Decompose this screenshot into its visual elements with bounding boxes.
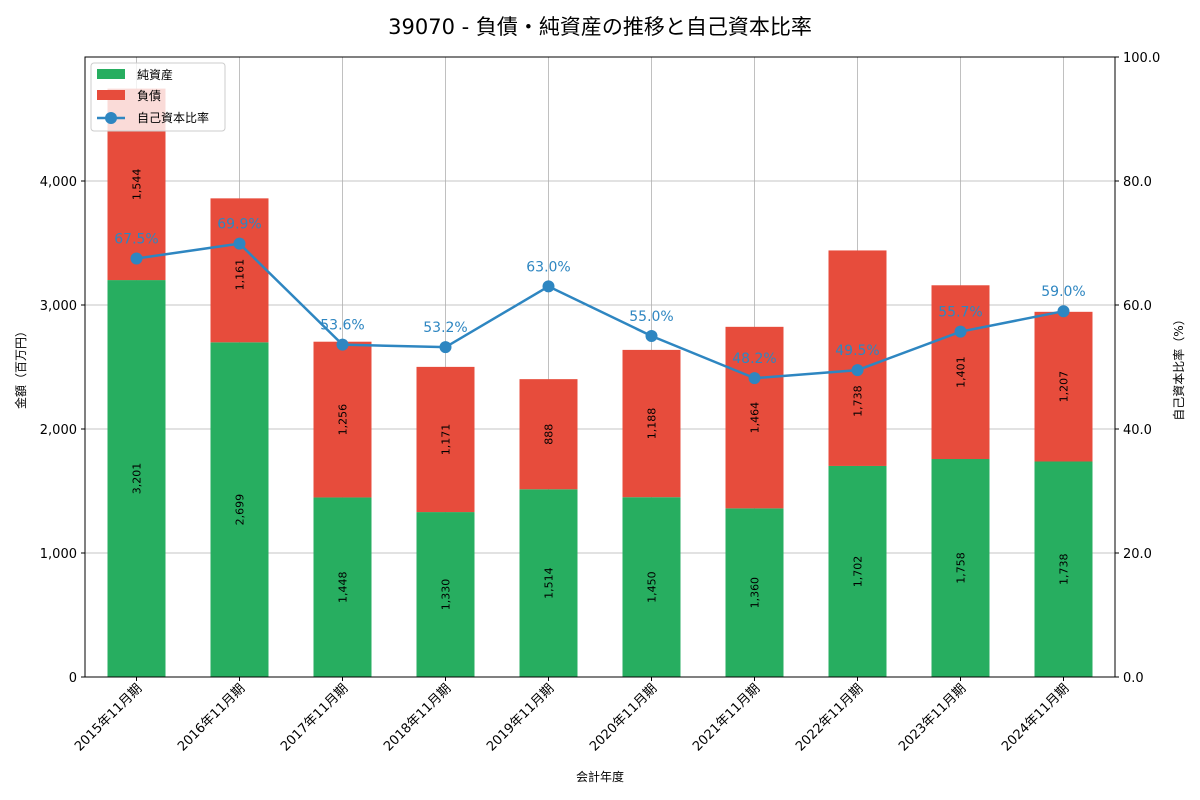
ratio-marker <box>233 237 246 250</box>
bar-label-net-assets: 2,699 <box>234 494 247 526</box>
bar-net-assets <box>1034 461 1093 677</box>
bar-label-net-assets: 3,201 <box>131 463 144 495</box>
bar-liabilities <box>828 250 887 466</box>
y2-tick-label: 20.0 <box>1123 547 1152 562</box>
bar-net-assets <box>313 497 372 677</box>
y2-tick-label: 80.0 <box>1123 175 1152 190</box>
x-tick-label: 2016年11月期 <box>175 681 248 754</box>
x-axis-label: 会計年度 <box>576 769 624 784</box>
bar-liabilities <box>622 349 681 498</box>
x-tick-label: 2020年11月期 <box>587 681 660 754</box>
bar-liabilities <box>725 326 784 509</box>
ratio-marker <box>645 330 658 342</box>
y-tick-label: 0 <box>69 671 77 686</box>
bar-label-liabilities: 1,544 <box>131 169 144 201</box>
legend-swatch-liabilities <box>97 90 125 100</box>
ratio-label: 53.2% <box>423 320 467 336</box>
bar-label-liabilities: 1,464 <box>749 402 762 434</box>
ratio-label: 55.0% <box>629 309 673 325</box>
x-tick-label: 2021年11月期 <box>690 681 763 754</box>
ratio-marker <box>1057 305 1070 318</box>
bar-net-assets <box>210 342 269 677</box>
legend-box <box>90 62 226 132</box>
bar-liabilities <box>313 341 372 498</box>
bar-label-net-assets: 1,702 <box>852 556 865 588</box>
bar-label-net-assets: 1,330 <box>440 579 453 611</box>
y2-tick-label: 60.0 <box>1123 299 1152 314</box>
ratio-marker <box>748 372 761 385</box>
x-tick-label: 2022年11月期 <box>793 681 866 754</box>
ratio-marker <box>954 325 967 338</box>
legend-marker-ratio <box>105 112 117 124</box>
bar-label-net-assets: 1,758 <box>955 552 968 584</box>
bar-label-liabilities: 1,401 <box>955 356 968 388</box>
bar-label-liabilities: 1,161 <box>234 259 247 291</box>
bar-label-net-assets: 1,360 <box>749 577 762 609</box>
y-tick-label: 1,000 <box>40 547 77 562</box>
x-tick-label: 2017年11月期 <box>278 681 351 754</box>
x-tick-label: 2019年11月期 <box>484 681 557 754</box>
ratio-label: 49.5% <box>835 343 879 359</box>
y2-tick-label: 40.0 <box>1123 423 1152 438</box>
bar-net-assets <box>828 465 887 677</box>
y-tick-label: 4,000 <box>40 175 77 190</box>
bar-label-liabilities: 1,188 <box>646 408 659 440</box>
bar-liabilities <box>931 285 990 460</box>
legend-label-net-assets: 純資産 <box>137 67 173 82</box>
plot-frame <box>84 56 1116 678</box>
ratio-label: 67.5% <box>114 232 158 248</box>
ratio-label: 63.0% <box>526 259 570 275</box>
legend-label-ratio: 自己資本比率 <box>137 110 209 125</box>
ratio-marker <box>130 252 143 265</box>
ratio-label: 59.0% <box>1041 284 1085 300</box>
ratio-label: 55.7% <box>938 305 982 321</box>
x-tick-label: 2018年11月期 <box>381 681 454 754</box>
bar-label-liabilities: 888 <box>543 424 556 445</box>
bar-liabilities <box>1034 311 1093 462</box>
legend-swatch-net-assets <box>97 69 125 79</box>
bar-net-assets <box>107 280 166 677</box>
y2-tick-label: 0.0 <box>1123 671 1144 686</box>
ratio-label: 53.6% <box>320 318 364 334</box>
bar-net-assets <box>725 508 784 677</box>
y2-tick-label: 100.0 <box>1123 51 1160 66</box>
bar-label-net-assets: 1,448 <box>337 571 350 603</box>
legend-label-liabilities: 負債 <box>137 88 161 103</box>
ratio-label: 69.9% <box>217 217 261 233</box>
ratio-line <box>136 242 1064 380</box>
bar-label-net-assets: 1,450 <box>646 571 659 603</box>
bar-net-assets <box>622 497 681 677</box>
bar-liabilities <box>519 379 578 490</box>
bar-liabilities <box>416 366 475 513</box>
bar-label-liabilities: 1,256 <box>337 404 350 436</box>
x-tick-label: 2015年11月期 <box>72 681 145 754</box>
ratio-marker <box>542 280 555 293</box>
x-tick-label: 2024年11月期 <box>999 681 1072 754</box>
bar-net-assets <box>931 459 990 677</box>
y-tick-label: 3,000 <box>40 299 77 314</box>
y-axis-label: 金額（百万円） <box>13 325 28 409</box>
ratio-marker <box>336 338 349 351</box>
bar-label-liabilities: 1,207 <box>1058 371 1071 403</box>
bar-net-assets <box>416 512 475 677</box>
ratio-label: 48.2% <box>732 351 776 367</box>
chart-title: 39070 - 負債・純資産の推移と自己資本比率 <box>388 15 812 39</box>
bar-label-liabilities: 1,738 <box>852 385 865 417</box>
bar-label-net-assets: 1,738 <box>1058 553 1071 585</box>
y-tick-label: 2,000 <box>40 423 77 438</box>
ratio-marker <box>851 364 864 377</box>
y2-axis-label: 自己資本比率（%） <box>1171 313 1186 420</box>
bar-label-net-assets: 1,514 <box>543 567 556 599</box>
bar-liabilities <box>210 198 269 343</box>
ratio-marker <box>439 341 452 354</box>
bar-net-assets <box>519 489 578 677</box>
bar-label-liabilities: 1,171 <box>440 424 453 456</box>
x-tick-label: 2023年11月期 <box>896 681 969 754</box>
